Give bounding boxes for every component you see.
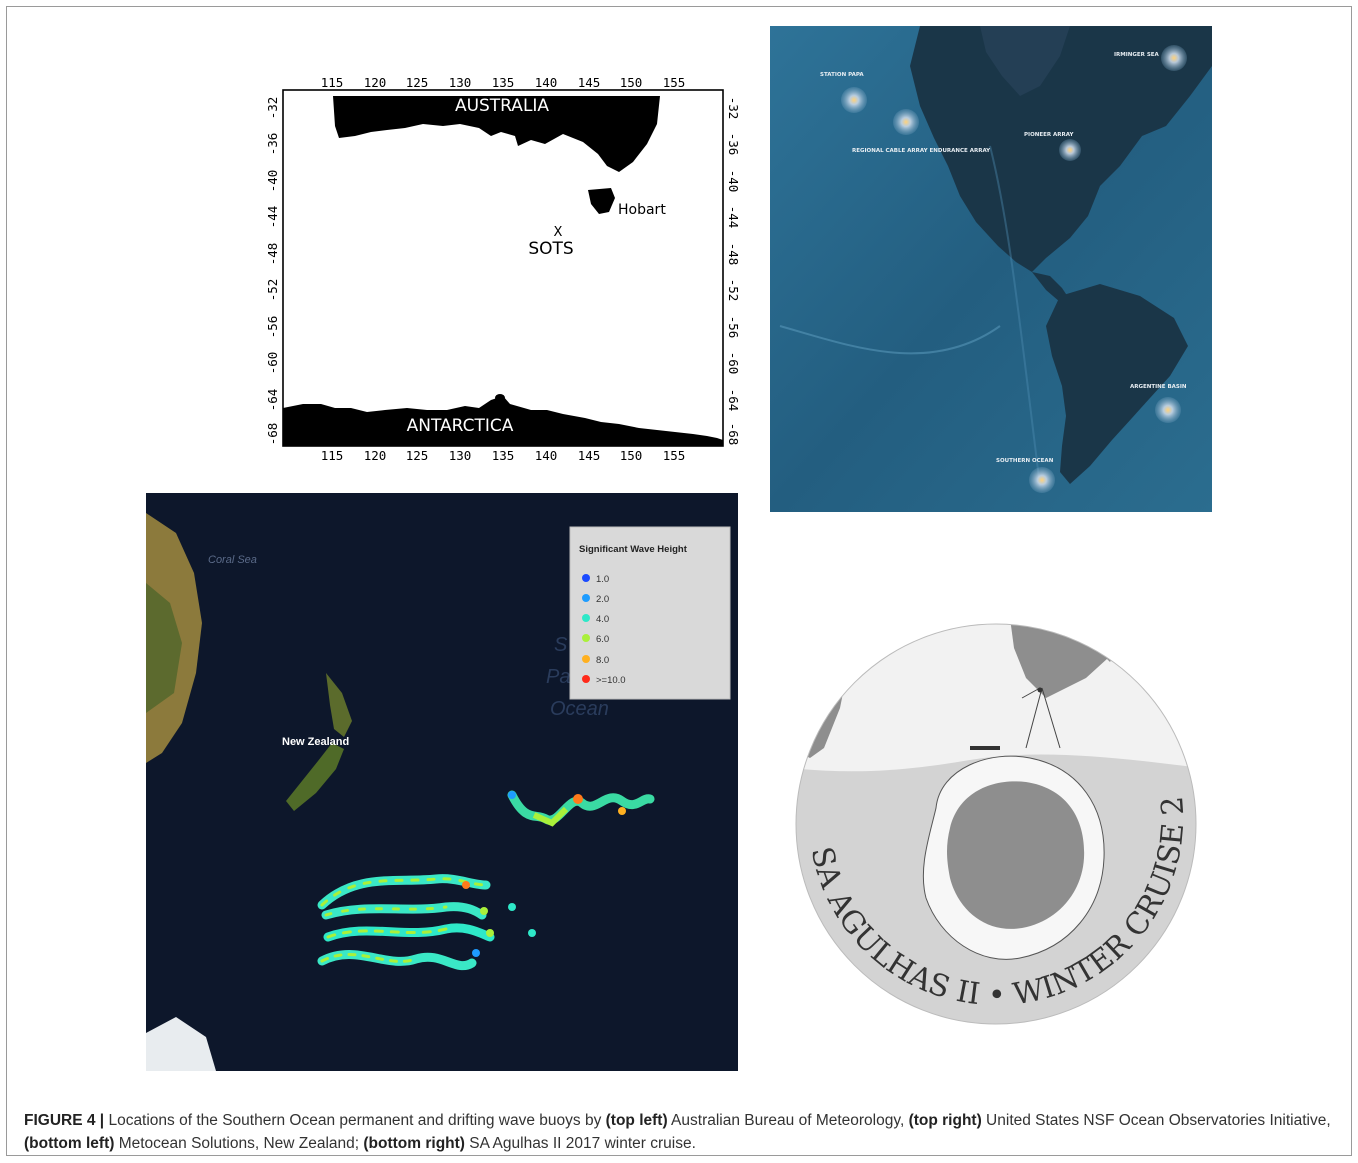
- tick-y-left: -48: [265, 243, 280, 266]
- map-ooi-americas: STATION PAPA REGIONAL CABLE ARRAY ENDURA…: [770, 26, 1212, 512]
- site-label-pioneer: PIONEER ARRAY: [1024, 132, 1074, 138]
- caption-text: Locations of the Southern Ocean permanen…: [104, 1112, 606, 1129]
- caption-bold: (bottom right): [363, 1135, 465, 1152]
- legend-swatch: [582, 594, 590, 602]
- tick-y-left: -36: [265, 133, 280, 156]
- legend-label: 4.0: [596, 614, 609, 625]
- caption-bold: (top left): [605, 1112, 668, 1129]
- figure-caption: FIGURE 4 | Locations of the Southern Oce…: [24, 1109, 1334, 1155]
- tick-x-bottom: 145: [578, 448, 601, 463]
- tick-y-right: -56: [726, 316, 741, 339]
- figure-frame: [6, 6, 1352, 1156]
- tick-x-bottom: 115: [321, 448, 344, 463]
- tick-x-bottom: 140: [535, 448, 558, 463]
- tick-x-bottom: 130: [449, 448, 472, 463]
- caption-figure-label: FIGURE 4 |: [24, 1112, 105, 1129]
- map-metocean-wave-buoys: New Zealand Coral Sea S Pa Ocean Signifi…: [146, 493, 738, 1071]
- tick-y-left: -56: [265, 316, 280, 339]
- tl-x-ticks-bottom: 115 120 125 130 135 140 145 150 155: [321, 448, 686, 463]
- label-antarctica: ANTARCTICA: [407, 416, 514, 436]
- tick-x-top: 135: [492, 75, 515, 90]
- site-label-argentine: ARGENTINE BASIN: [1130, 384, 1187, 390]
- label-ocean-s: S: [554, 634, 568, 656]
- tick-y-left: -64: [265, 389, 280, 412]
- tick-y-right: -68: [726, 423, 741, 446]
- tick-y-left: -68: [265, 423, 280, 446]
- caption-text: Metocean Solutions, New Zealand;: [114, 1135, 364, 1152]
- tick-x-top: 150: [620, 75, 643, 90]
- drifter-tracks-sw: [317, 874, 536, 971]
- tick-y-left: -44: [265, 206, 280, 229]
- tl-y-ticks-right: -32 -36 -40 -44 -48 -52 -56 -60 -64 -68: [726, 97, 741, 446]
- tick-x-bottom: 150: [620, 448, 643, 463]
- tick-y-left: -52: [265, 279, 280, 302]
- logo-sa-agulhas-ii: SA AGULHAS II • WINTER CRUISE 2017: [790, 618, 1202, 1030]
- map-sots-australia: 115 120 125 130 135 140 145 150 155 115 …: [255, 74, 745, 468]
- site-label-station-papa: STATION PAPA: [820, 72, 864, 78]
- site-label-irminger: IRMINGER SEA: [1114, 52, 1160, 58]
- site-label-endurance: REGIONAL CABLE ARRAY ENDURANCE ARRAY: [852, 148, 991, 154]
- tick-y-right: -32: [726, 97, 741, 120]
- tick-y-left: -60: [265, 352, 280, 375]
- label-australia: AUSTRALIA: [455, 96, 549, 116]
- tick-x-top: 125: [406, 75, 429, 90]
- tick-x-top: 130: [449, 75, 472, 90]
- label-new-zealand: New Zealand: [282, 736, 349, 748]
- tick-y-right: -40: [726, 170, 741, 193]
- caption-text: Australian Bureau of Meteorology,: [667, 1112, 909, 1129]
- label-hobart: Hobart: [618, 202, 666, 218]
- legend-label: 8.0: [596, 655, 609, 666]
- tick-x-bottom: 155: [663, 448, 686, 463]
- tick-y-left: -32: [265, 97, 280, 120]
- caption-text: United States NSF Ocean Observatories In…: [981, 1112, 1331, 1129]
- tl-y-ticks-left: -32 -36 -40 -44 -48 -52 -56 -60 -64 -68: [265, 97, 280, 446]
- legend-swatch: [582, 574, 590, 582]
- legend-swatch: [582, 634, 590, 642]
- legend-swatch: [582, 614, 590, 622]
- tick-x-top: 155: [663, 75, 686, 90]
- caption-text: SA Agulhas II 2017 winter cruise.: [464, 1135, 696, 1152]
- caption-bold: (bottom left): [24, 1135, 115, 1152]
- tick-x-bottom: 135: [492, 448, 515, 463]
- wave-height-legend: Significant Wave Height 1.0 2.0 4.0 6.0 …: [569, 526, 731, 700]
- tick-y-left: -40: [265, 170, 280, 193]
- legend-swatch: [582, 655, 590, 663]
- legend-label: 6.0: [596, 634, 609, 645]
- legend-label: 1.0: [596, 574, 609, 585]
- label-ocean-word: Ocean: [550, 698, 609, 720]
- legend-label: 2.0: [596, 594, 609, 605]
- tick-x-top: 120: [364, 75, 387, 90]
- sots-marker: X: [554, 225, 563, 240]
- tick-y-right: -48: [726, 243, 741, 266]
- tick-x-top: 140: [535, 75, 558, 90]
- tick-x-top: 115: [321, 75, 344, 90]
- caption-bold: (top right): [908, 1112, 982, 1129]
- label-sots: SOTS: [528, 239, 573, 259]
- drifter-track-ne: [507, 790, 655, 827]
- legend-title: Significant Wave Height: [579, 544, 688, 555]
- tick-y-right: -60: [726, 352, 741, 375]
- tick-x-bottom: 125: [406, 448, 429, 463]
- tick-y-right: -52: [726, 279, 741, 302]
- legend-swatch: [582, 675, 590, 683]
- legend-label: >=10.0: [596, 675, 626, 686]
- label-coral-sea: Coral Sea: [208, 554, 257, 566]
- tick-x-top: 145: [578, 75, 601, 90]
- label-ocean-pa: Pa: [546, 666, 570, 688]
- site-label-southern-ocean: SOUTHERN OCEAN: [996, 458, 1054, 464]
- tick-x-bottom: 120: [364, 448, 387, 463]
- tick-y-right: -64: [726, 389, 741, 412]
- tick-y-right: -44: [726, 206, 741, 229]
- tick-y-right: -36: [726, 133, 741, 156]
- tl-x-ticks-top: 115 120 125 130 135 140 145 150 155: [321, 75, 686, 90]
